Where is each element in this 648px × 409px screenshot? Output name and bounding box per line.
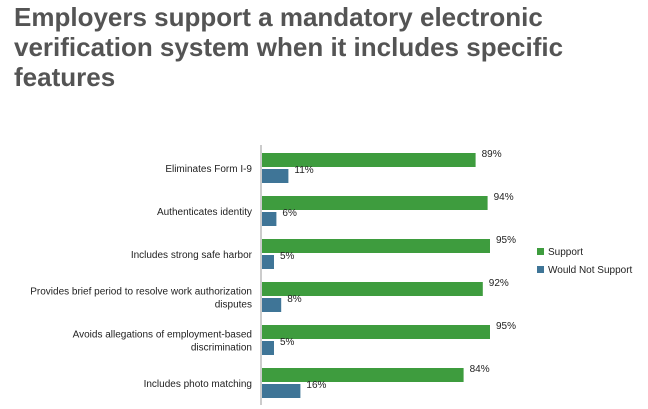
bar-would-not-support [262,169,289,183]
data-label-would-not-support: 6% [282,208,297,219]
bar-support [262,282,483,296]
data-label-would-not-support: 11% [294,165,313,176]
data-label-would-not-support: 8% [287,294,302,305]
data-label-support: 84% [470,364,490,375]
bar-would-not-support [262,212,277,226]
bar-would-not-support [262,298,282,312]
bar-would-not-support [262,384,301,398]
data-label-support: 95% [496,235,516,246]
legend-swatch-would-not-support [537,266,544,273]
category-label: Eliminates Form I-9 [165,164,252,175]
data-label-would-not-support: 5% [280,337,295,348]
bar-support [262,368,464,382]
data-label-support: 92% [489,278,509,289]
data-label-would-not-support: 16% [306,380,326,391]
bar-support [262,239,490,253]
category-label: Includes strong safe harbor [131,250,253,261]
category-label: Includes photo matching [144,379,252,390]
category-label: Avoids allegations of employment-based [73,330,252,341]
legend-label-support: Support [548,247,583,258]
data-label-support: 94% [494,192,514,203]
bar-support [262,196,488,210]
bar-support [262,325,490,339]
legend-label-would-not-support: Would Not Support [548,265,633,276]
category-label: disputes [215,300,252,311]
category-label: Authenticates identity [157,207,252,218]
legend: Support Would Not Support [537,247,633,276]
category-label: discrimination [191,343,252,354]
category-labels: Eliminates Form I-9 Authenticates identit… [30,164,252,390]
bar-would-not-support [262,255,274,269]
bars-group: 89% 11% 94% 6% 95% 5% 92% 8% 95% 5% 84% 16% [262,149,516,398]
bar-support [262,153,476,167]
category-label: Provides brief period to resolve work au… [30,287,252,298]
data-label-support: 95% [496,321,516,332]
data-label-support: 89% [482,149,502,160]
bar-would-not-support [262,341,274,355]
chart-title: Employers support a mandatory electronic… [14,2,564,92]
data-label-would-not-support: 5% [280,251,295,262]
legend-swatch-support [537,248,544,255]
